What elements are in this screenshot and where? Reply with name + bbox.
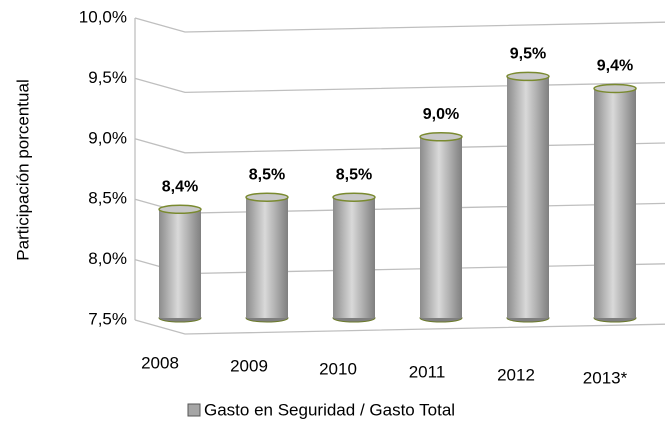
bar <box>420 136 462 318</box>
x-tick-label: 2012 <box>497 365 535 384</box>
bar-top <box>506 71 550 82</box>
bar <box>507 76 549 319</box>
grid-line <box>134 198 666 214</box>
value-label: 9,0% <box>423 106 459 123</box>
y-tick-label: 8,5% <box>88 189 127 208</box>
bar-top <box>332 192 376 202</box>
grid-line <box>134 258 666 275</box>
value-label: 8,5% <box>249 166 285 183</box>
bar <box>246 197 288 318</box>
y-tick-label: 9,5% <box>88 68 127 87</box>
x-tick-label: 2013* <box>583 368 628 387</box>
value-label: 9,4% <box>597 58 633 75</box>
value-label: 8,5% <box>336 166 372 183</box>
grid-line <box>134 77 666 94</box>
legend-label: Gasto en Seguridad / Gasto Total <box>204 400 455 419</box>
bar-top <box>593 83 637 94</box>
bar <box>594 88 636 318</box>
legend-swatch <box>187 403 201 417</box>
x-tick-label: 2011 <box>409 362 446 381</box>
bar-top <box>245 192 289 202</box>
y-tick-label: 7,5% <box>88 309 127 328</box>
grid-line <box>134 138 666 154</box>
grid-line <box>134 17 666 33</box>
bar <box>159 209 201 318</box>
value-label: 9,5% <box>510 46 546 63</box>
bar-top <box>419 132 463 142</box>
y-tick-label: 9,0% <box>88 128 127 147</box>
bar <box>333 197 375 318</box>
y-tick-label: 8,0% <box>88 249 127 268</box>
x-tick-label: 2008 <box>141 353 179 372</box>
x-tick-label: 2009 <box>230 356 268 375</box>
grid-line <box>134 319 666 335</box>
y-tick-label: 10,0% <box>79 7 127 26</box>
y-axis-label: Participación porcentual <box>13 79 32 260</box>
bar-top <box>158 204 202 215</box>
x-tick-label: 2010 <box>319 359 357 378</box>
value-label: 8,4% <box>162 178 198 195</box>
